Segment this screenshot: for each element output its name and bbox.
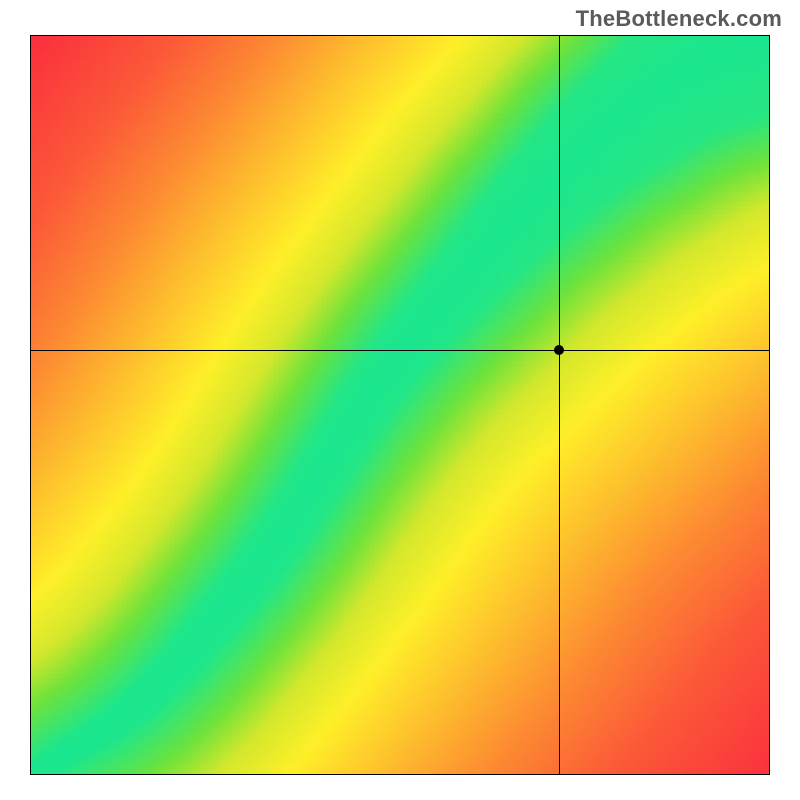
attribution-text: TheBottleneck.com (576, 6, 782, 32)
heatmap-canvas (31, 36, 769, 774)
chart-container: TheBottleneck.com (0, 0, 800, 800)
heatmap-plot (30, 35, 770, 775)
